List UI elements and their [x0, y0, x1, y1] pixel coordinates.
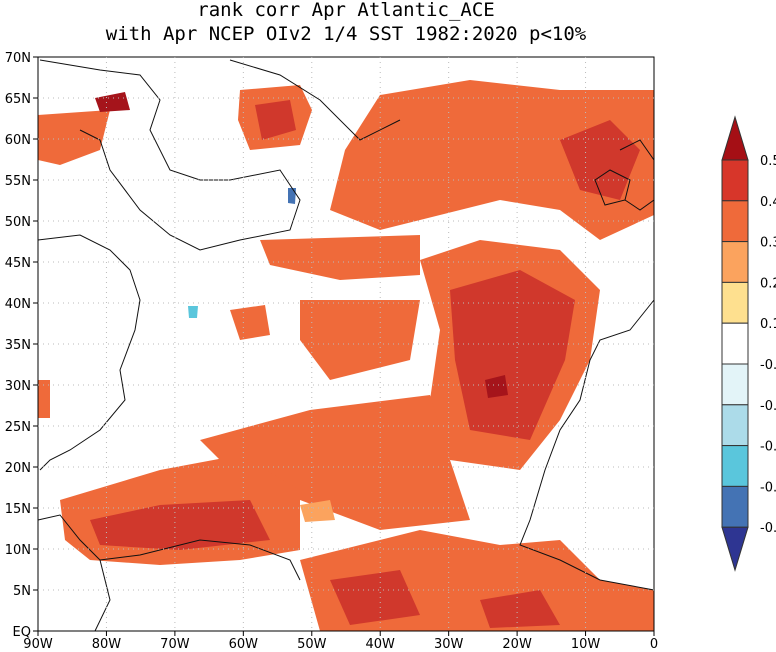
lon-label: 40W	[366, 637, 396, 652]
colorbar-box	[721, 363, 749, 406]
colorbar-box	[721, 404, 749, 447]
lat-label: 45N	[5, 256, 31, 271]
map-shading	[38, 80, 654, 631]
lon-label: 20W	[502, 637, 532, 652]
axes: 90W 80W 70W 60W 50W 40W 30W 20W 10W 0 EQ 5N 10N 15N 20…	[5, 51, 658, 652]
colorbar-box	[721, 159, 749, 202]
lon-label: 30W	[434, 637, 464, 652]
lat-label: 30N	[5, 379, 31, 394]
lon-label: 10W	[571, 637, 601, 652]
colorbar-label: -0.4	[760, 480, 776, 495]
colorbar-label: 0.5	[760, 154, 776, 169]
lat-label: 55N	[5, 174, 31, 189]
colorbar-box	[721, 281, 749, 324]
lat-label: 70N	[5, 51, 31, 66]
lat-label: 10N	[5, 543, 31, 558]
lat-label: 35N	[5, 338, 31, 353]
lat-label: 60N	[5, 133, 31, 148]
lat-label: 65N	[5, 92, 31, 107]
lat-label: EQ	[13, 625, 31, 640]
lat-label: 15N	[5, 502, 31, 517]
lon-label: 60W	[229, 637, 259, 652]
title-line: with Apr NCEP OIv2 1/4 SST 1982:2020 p<1…	[106, 23, 587, 45]
colorbar-box	[721, 445, 749, 487]
lon-label: 80W	[92, 637, 122, 652]
colorbar-box	[721, 485, 749, 528]
coastlines	[37, 59, 655, 632]
colorbar-label: -0.5	[760, 521, 776, 536]
lat-label: 40N	[5, 297, 31, 312]
colorbar-arrow	[721, 115, 749, 161]
colorbar: 0.5 0.4 0.3 0.2 0.1 -0.1 -0.2 -0.3 -0.4 -0.5	[721, 115, 776, 572]
lon-label: 90W	[23, 637, 53, 652]
colorbar-label: 0.4	[760, 195, 776, 210]
lat-label: 50N	[5, 215, 31, 230]
lat-label: 25N	[5, 420, 31, 435]
colorbar-box	[721, 241, 749, 283]
colorbar-label: -0.2	[760, 399, 776, 414]
colorbar-arrow	[721, 526, 749, 572]
lon-label: 0	[650, 637, 658, 652]
lon-label: 50W	[297, 637, 327, 652]
colorbar-label: -0.1	[760, 358, 776, 373]
lon-label: 70W	[160, 637, 190, 652]
colorbar-box	[721, 200, 749, 243]
colorbar-box	[721, 322, 749, 365]
colorbar-label: 0.1	[760, 317, 776, 332]
lat-label: 20N	[5, 461, 31, 476]
colorbar-label: 0.3	[760, 236, 776, 251]
colorbar-label: 0.2	[760, 276, 776, 291]
title-line: rank corr Apr Atlantic_ACE	[197, 0, 494, 21]
lat-label: 5N	[13, 584, 31, 599]
colorbar-label: -0.3	[760, 440, 776, 455]
